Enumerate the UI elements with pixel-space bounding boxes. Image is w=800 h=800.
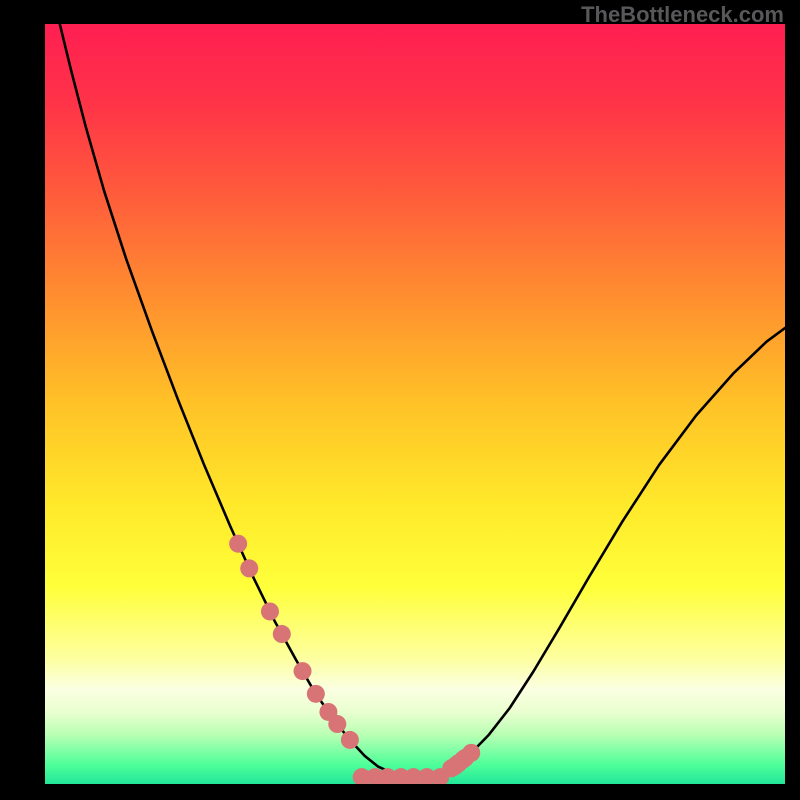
marker-dot: [229, 535, 247, 553]
marker-dot: [261, 602, 279, 620]
marker-dot: [341, 731, 359, 749]
marker-dot: [307, 685, 325, 703]
marker-dot: [294, 662, 312, 680]
bottleneck-chart: [45, 24, 785, 784]
marker-dot: [328, 715, 346, 733]
marker-dot: [462, 744, 480, 762]
marker-dot: [240, 559, 258, 577]
stage: TheBottleneck.com: [0, 0, 800, 800]
marker-dot: [273, 625, 291, 643]
